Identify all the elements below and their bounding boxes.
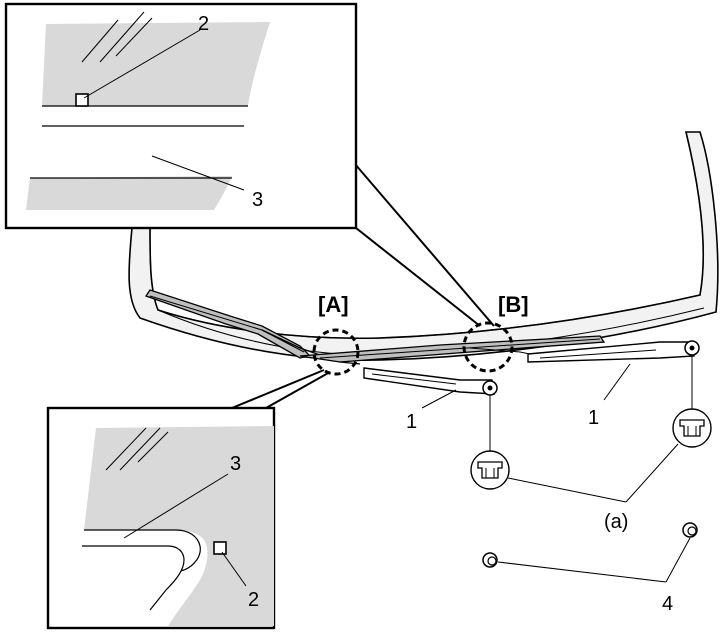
- inset-b-edge-leader: [151, 155, 245, 191]
- inset-b-glass: [42, 22, 270, 106]
- detail-circle-a: [312, 328, 360, 376]
- inset-a-glass: [84, 426, 274, 626]
- windshield-glass-edge: [149, 131, 704, 339]
- nuts: (a): [470, 355, 712, 533]
- cap-left-leader: [497, 561, 667, 583]
- caps: 4: [482, 522, 698, 615]
- inset-a-leader-1: [231, 369, 325, 409]
- inset-a-hatch-2: [119, 427, 161, 471]
- left-arm-detail: [371, 373, 457, 385]
- cap-left-inner: [487, 556, 497, 566]
- arm-left-leader: [421, 389, 457, 409]
- right-wiper-blade-strip: [319, 338, 601, 359]
- inset-a-hatch-3: [137, 431, 169, 463]
- inset-a-clip: [213, 541, 227, 555]
- nut-left-leader: [507, 477, 627, 503]
- view-a-label: [A]: [318, 292, 349, 317]
- cap-right-leader: [665, 537, 691, 583]
- arm-left-label: 1: [406, 411, 417, 433]
- inset-a-hatch-1: [105, 427, 147, 471]
- right-pivot-center: [689, 345, 695, 351]
- inset-a-leader-2: [265, 371, 331, 409]
- caps-label: 4: [662, 593, 673, 615]
- inset-b-hatch-2: [99, 11, 145, 63]
- inset-a: 3 2: [46, 406, 276, 630]
- arm-right-label: 1: [588, 407, 599, 429]
- inset-a-edge-label: 3: [230, 453, 241, 475]
- inset-b-clip: [75, 93, 89, 107]
- inset-b-clip-leader: [83, 29, 201, 99]
- inset-a-blade-inner: [82, 545, 185, 611]
- nut-label: (a): [604, 511, 628, 533]
- wiper-arms: [363, 340, 700, 396]
- nut-right-leader: [625, 443, 679, 503]
- wiper-blades: [144, 289, 606, 365]
- inset-a-blade-edge: [84, 529, 201, 573]
- inset-b: 2 3: [4, 2, 358, 230]
- inset-a-clip-leader: [221, 551, 247, 587]
- inset-a-edge-leader: [123, 473, 229, 539]
- view-b-label: [B]: [498, 292, 529, 317]
- nut-right-shape: [679, 419, 705, 437]
- inset-b-hatch-3: [115, 17, 153, 57]
- inset-b-leader-1: [355, 227, 481, 327]
- arm-right-leader: [603, 363, 631, 401]
- inset-b-hatch-1: [81, 19, 119, 63]
- right-arm-detail: [539, 349, 657, 359]
- right-wiper-arm-body: [527, 341, 695, 363]
- cap-right-inner: [687, 526, 697, 536]
- left-pivot-center: [487, 385, 493, 391]
- detail-circle-b: [462, 321, 514, 373]
- inset-b-clip-label: 2: [198, 13, 209, 35]
- inset-a-clip-label: 2: [248, 589, 259, 611]
- inset-b-cowl: [26, 176, 232, 210]
- nut-left-shape: [477, 461, 503, 479]
- inset-b-edge-label: 3: [252, 189, 263, 211]
